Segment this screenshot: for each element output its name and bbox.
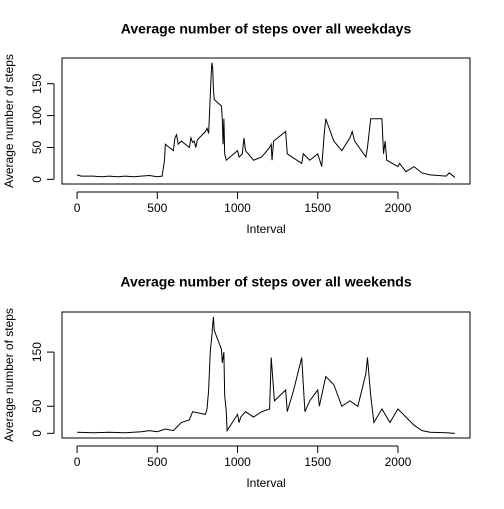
- y-tick-label: 0: [30, 430, 44, 437]
- chart-title: Average number of steps over all weekday…: [121, 21, 412, 37]
- y-tick-label: 100: [30, 105, 44, 125]
- y-tick-label: 150: [30, 73, 44, 93]
- data-line: [76, 62, 456, 178]
- x-tick-label: 2000: [385, 455, 412, 469]
- x-axis-label: Interval: [246, 476, 285, 490]
- y-tick-label: 50: [30, 140, 44, 154]
- x-tick-label: 500: [147, 455, 167, 469]
- data-line: [77, 316, 455, 434]
- y-axis-label: Average number of steps: [2, 308, 16, 442]
- x-tick-label: 1000: [224, 455, 251, 469]
- x-tick-label: 1500: [304, 201, 331, 215]
- plot-box: [61, 311, 471, 439]
- x-tick-label: 0: [74, 201, 81, 215]
- y-axis-label: Average number of steps: [2, 54, 16, 188]
- plot-box: [61, 57, 471, 185]
- y-tick-label: 150: [30, 342, 44, 362]
- x-tick-label: 2000: [385, 201, 412, 215]
- x-tick-label: 0: [74, 455, 81, 469]
- chart-title: Average number of steps over all weekend…: [120, 274, 411, 290]
- x-tick-label: 1500: [304, 455, 331, 469]
- y-tick-label: 0: [30, 176, 44, 183]
- x-axis-label: Interval: [246, 222, 285, 236]
- x-tick-label: 500: [147, 201, 167, 215]
- x-tick-label: 1000: [224, 201, 251, 215]
- y-tick-label: 50: [30, 399, 44, 413]
